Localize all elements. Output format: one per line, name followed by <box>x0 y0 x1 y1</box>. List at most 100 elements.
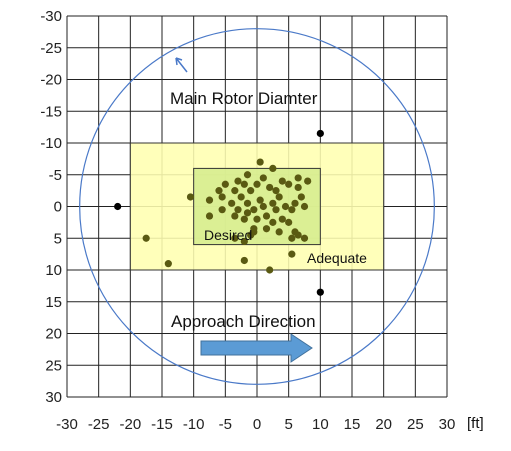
data-point <box>285 180 293 188</box>
data-point <box>297 193 305 201</box>
data-point <box>240 237 248 246</box>
data-point <box>243 209 252 217</box>
data-point <box>266 266 274 274</box>
data-point <box>272 187 280 195</box>
data-point <box>316 129 324 138</box>
x-tick-label: 5 <box>284 416 292 433</box>
data-point <box>218 206 226 214</box>
data-point <box>243 199 252 207</box>
regions <box>129 142 385 271</box>
data-point <box>291 199 299 207</box>
data-point <box>247 187 255 195</box>
x-tick-label: 0 <box>253 416 261 433</box>
data-point <box>237 193 245 201</box>
y-tick-label: -20 <box>40 72 62 89</box>
y-tick-label: -5 <box>49 167 62 184</box>
data-point <box>231 234 239 242</box>
data-point <box>240 256 248 265</box>
data-point <box>164 260 172 268</box>
y-tick-label: 5 <box>54 230 62 247</box>
data-point <box>250 228 258 236</box>
data-point <box>294 183 302 192</box>
data-point <box>266 183 274 192</box>
circle-pointer-arrow <box>175 57 188 73</box>
data-point <box>275 193 283 201</box>
data-point <box>234 177 242 185</box>
data-point <box>253 215 261 223</box>
x-tick-label: -5 <box>219 416 232 433</box>
data-point <box>253 180 261 188</box>
rotor-diameter-label: Main Rotor Diamter <box>170 89 318 108</box>
data-point <box>285 218 293 226</box>
data-point <box>278 215 286 223</box>
data-point <box>262 212 271 220</box>
data-point <box>231 212 239 220</box>
data-point <box>231 187 239 195</box>
data-point <box>300 234 309 242</box>
x-tick-label: 10 <box>312 416 329 433</box>
x-tick-label: -25 <box>88 416 110 433</box>
data-point <box>243 171 252 179</box>
data-point <box>221 180 229 188</box>
rotor-circle-group <box>79 28 435 385</box>
data-point <box>240 180 248 188</box>
x-tick-label: 20 <box>375 416 392 433</box>
data-point <box>269 199 277 207</box>
data-point <box>300 202 309 211</box>
data-point <box>288 206 296 214</box>
x-tick-label: 30 <box>439 416 456 433</box>
y-tick-label: 10 <box>45 262 62 279</box>
y-tick-label: -25 <box>40 40 62 57</box>
data-point <box>256 158 264 166</box>
data-point <box>218 193 226 201</box>
region-label-desired: Desired <box>204 227 252 243</box>
data-point <box>294 174 302 182</box>
x-tick-label: 15 <box>344 416 361 433</box>
y-tick-label: 20 <box>45 326 62 343</box>
data-point <box>186 193 195 201</box>
data-point <box>215 187 223 195</box>
data-point <box>269 218 277 226</box>
x-axis-unit-label: [ft] <box>467 415 484 432</box>
data-point <box>250 206 258 214</box>
y-tick-label: 25 <box>45 357 62 374</box>
y-tick-label: 30 <box>45 389 62 406</box>
data-point <box>234 206 242 214</box>
data-point <box>259 174 267 182</box>
y-tick-label: 0 <box>54 199 62 216</box>
data-point <box>256 196 264 204</box>
rotor-circle <box>79 28 435 385</box>
data-point <box>269 164 277 172</box>
approach-direction-label: Approach Direction <box>171 312 316 331</box>
x-tick-label: -10 <box>183 416 205 433</box>
data-point <box>240 215 248 223</box>
data-point <box>288 234 296 242</box>
data-point <box>228 199 236 207</box>
data-point <box>272 206 280 214</box>
x-tick-label: -30 <box>56 416 78 433</box>
data-point <box>114 202 122 211</box>
data-point <box>288 250 296 258</box>
region-label-adequate: Adequate <box>307 250 367 266</box>
data-point <box>291 228 299 236</box>
x-tick-label: -15 <box>151 416 173 433</box>
data-point <box>205 196 214 204</box>
data-point <box>304 177 312 185</box>
data-point <box>205 212 214 220</box>
data-point <box>281 202 290 211</box>
data-point <box>259 202 267 211</box>
data-point <box>275 228 283 236</box>
y-tick-label: -30 <box>40 8 62 25</box>
data-points <box>114 129 324 296</box>
approach-direction-arrow <box>200 333 313 363</box>
y-tick-label: -10 <box>40 135 62 152</box>
x-tick-label: 25 <box>407 416 424 433</box>
data-point <box>142 234 150 242</box>
data-point <box>278 177 286 185</box>
data-point <box>316 288 324 296</box>
y-tick-label: 15 <box>45 294 62 311</box>
y-tick-label: -15 <box>40 103 62 120</box>
data-point <box>262 225 271 233</box>
x-tick-label: -20 <box>119 416 141 433</box>
